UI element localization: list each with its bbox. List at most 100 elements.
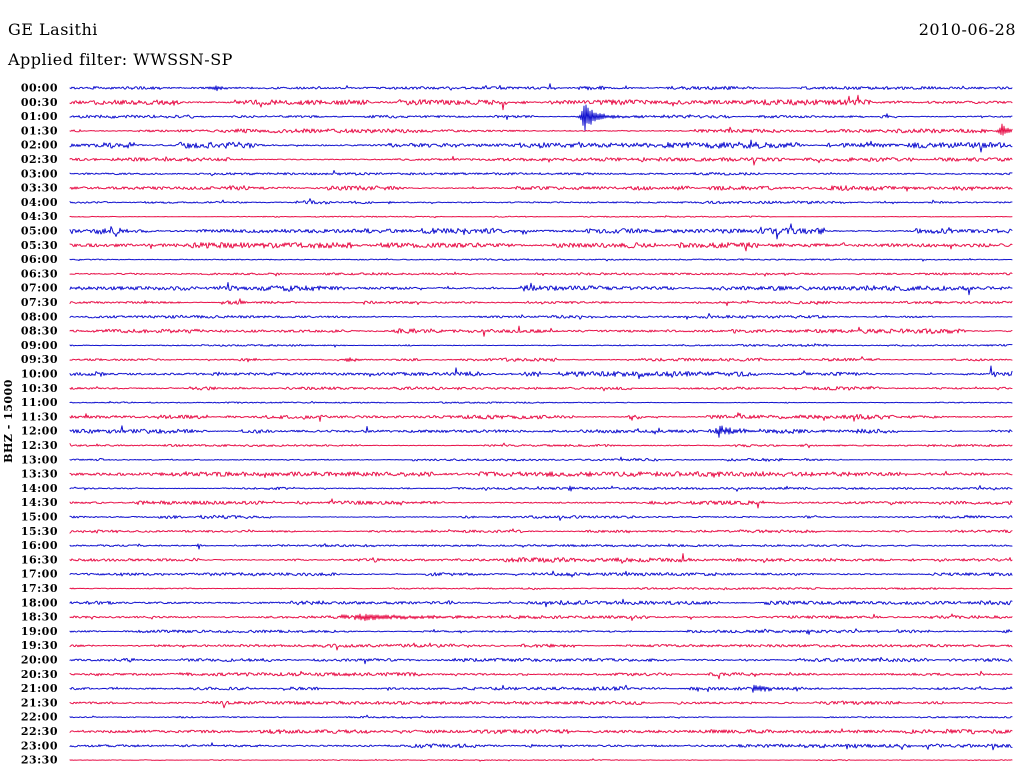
row-time-label: 22:30 [21, 725, 58, 738]
seismo-trace-0930 [69, 356, 1013, 363]
seismo-trace-1930 [69, 642, 1013, 651]
row-time-label: 15:30 [21, 525, 58, 538]
seismo-trace-0100 [69, 104, 1013, 131]
row-time-label: 08:30 [21, 325, 58, 338]
seismo-trace-0330 [69, 185, 1013, 192]
row-time-label: 06:30 [21, 267, 58, 280]
row-time-label: 10:30 [21, 382, 58, 395]
seismo-trace-0000 [69, 83, 1013, 92]
row-time-label: 02:30 [21, 153, 58, 166]
seismo-trace-0430 [69, 215, 1013, 219]
seismo-trace-0630 [69, 271, 1013, 277]
seismo-trace-1030 [69, 385, 1013, 392]
filter-label: Applied filter: WWSSN-SP [8, 50, 233, 69]
row-time-label: 09:30 [21, 353, 58, 366]
row-time-label: 17:30 [21, 582, 58, 595]
row-time-label: 18:30 [21, 611, 58, 624]
seismo-trace-0030 [69, 94, 1013, 111]
seismo-trace-0300 [69, 170, 1013, 177]
seismo-trace-1830 [69, 613, 1013, 622]
seismo-trace-1800 [69, 598, 1013, 608]
seismo-trace-1500 [69, 514, 1013, 521]
seismo-trace-0600 [69, 258, 1013, 262]
row-time-label: 16:00 [21, 539, 58, 552]
row-time-label: 02:00 [21, 139, 58, 152]
row-time-label: 15:00 [21, 511, 58, 524]
seismo-trace-1200 [69, 425, 1013, 438]
seismo-trace-2000 [69, 656, 1013, 665]
seismo-trace-1130 [69, 412, 1013, 422]
row-time-label: 13:30 [21, 468, 58, 481]
row-time-label: 20:30 [21, 668, 58, 681]
row-time-label: 19:30 [21, 639, 58, 652]
row-time-label: 03:30 [21, 182, 58, 195]
row-time-label: 18:00 [21, 596, 58, 609]
seismo-trace-2230 [69, 728, 1013, 735]
seismo-trace-0230 [69, 155, 1013, 166]
row-time-label: 23:30 [21, 754, 58, 767]
row-time-label: 01:00 [21, 110, 58, 123]
row-time-label: 07:00 [21, 282, 58, 295]
row-time-label: 21:30 [21, 696, 58, 709]
seismo-trace-1000 [69, 365, 1013, 380]
row-time-label: 13:00 [21, 453, 58, 466]
seismo-trace-1630 [69, 553, 1013, 564]
seismo-trace-0900 [69, 343, 1013, 348]
seismo-trace-0730 [69, 298, 1013, 307]
seismo-trace-1100 [69, 400, 1013, 404]
row-time-label: 23:00 [21, 739, 58, 752]
row-time-label: 16:30 [21, 553, 58, 566]
row-time-label: 04:30 [21, 210, 58, 223]
row-time-label: 19:00 [21, 625, 58, 638]
seismo-trace-0530 [69, 242, 1013, 252]
row-time-label: 00:00 [21, 82, 58, 95]
seismo-trace-0400 [69, 198, 1013, 205]
row-time-label: 10:00 [21, 368, 58, 381]
row-time-label: 20:00 [21, 654, 58, 667]
row-time-label: 07:30 [21, 296, 58, 309]
seismo-trace-0130 [69, 123, 1013, 136]
row-time-label: 22:00 [21, 711, 58, 724]
seismo-trace-0830 [69, 325, 1013, 337]
row-time-label: 00:30 [21, 96, 58, 109]
row-time-label: 03:00 [21, 167, 58, 180]
row-time-label: 06:00 [21, 253, 58, 266]
row-time-label: 08:00 [21, 310, 58, 323]
seismo-trace-2300 [69, 742, 1013, 751]
row-time-label: 21:00 [21, 682, 58, 695]
seismo-trace-1430 [69, 498, 1013, 509]
row-time-label: 11:00 [21, 396, 58, 409]
row-time-label: 11:30 [21, 410, 58, 423]
seismo-trace-2200 [69, 714, 1013, 719]
seismo-trace-1700 [69, 570, 1013, 578]
station-name: GE Lasithi [8, 20, 98, 39]
seismo-trace-0800 [69, 313, 1013, 320]
y-axis-label: BHZ - 15000 [2, 379, 15, 463]
row-time-label: 05:30 [21, 239, 58, 252]
seismo-trace-2030 [69, 670, 1013, 680]
row-time-label: 12:00 [21, 425, 58, 438]
date-label: 2010-06-28 [918, 20, 1016, 39]
seismo-trace-0500 [69, 223, 1013, 240]
row-time-label: 01:30 [21, 124, 58, 137]
row-time-label: 09:00 [21, 339, 58, 352]
seismo-trace-2130 [69, 700, 1013, 709]
seismo-trace-2100 [69, 684, 1013, 693]
row-time-label: 05:00 [21, 225, 58, 238]
row-time-label: 04:00 [21, 196, 58, 209]
seismo-trace-1300 [69, 456, 1013, 462]
seismo-trace-0700 [69, 282, 1013, 296]
row-time-label: 14:30 [21, 496, 58, 509]
seismo-trace-1530 [69, 528, 1013, 534]
seismo-trace-1330 [69, 470, 1013, 478]
seismo-trace-1900 [69, 628, 1013, 635]
seismo-trace-1730 [69, 587, 1013, 591]
seismo-trace-0200 [69, 139, 1013, 153]
row-time-label: 14:00 [21, 482, 58, 495]
seismo-trace-1230 [69, 442, 1013, 449]
seismo-trace-2330 [69, 758, 1013, 762]
row-time-label: 17:00 [21, 568, 58, 581]
seismo-trace-1400 [69, 485, 1013, 492]
